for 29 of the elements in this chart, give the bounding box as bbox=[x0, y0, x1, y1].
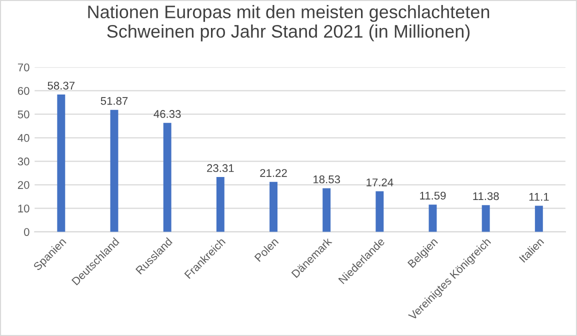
data-label: 18.53 bbox=[314, 175, 340, 184]
y-tick-label: 40 bbox=[18, 134, 30, 142]
bar bbox=[482, 205, 490, 232]
data-label: 17.24 bbox=[366, 178, 394, 186]
bar bbox=[216, 177, 224, 232]
y-tick-label: 60 bbox=[18, 86, 30, 95]
data-label: 11.59 bbox=[420, 192, 446, 200]
bar bbox=[163, 122, 172, 232]
chart-title: Nationen Europas mit den meisten geschlachteten Schweinen pro Jahr Stand 2021 (in Millionen) bbox=[88, 5, 490, 42]
bar bbox=[322, 188, 331, 232]
bar bbox=[270, 182, 278, 232]
data-label: 51.87 bbox=[100, 97, 128, 105]
bar bbox=[110, 110, 118, 232]
data-label: 23.31 bbox=[207, 164, 234, 172]
bar bbox=[57, 94, 66, 232]
data-label: 21.22 bbox=[260, 169, 287, 177]
data-label: 11.1 bbox=[529, 193, 549, 201]
data-label: 11.38 bbox=[473, 192, 499, 200]
y-tick-label: 50 bbox=[18, 110, 30, 118]
data-label: 46.33 bbox=[154, 110, 181, 118]
y-tick-label: 10 bbox=[18, 204, 30, 212]
y-tick-label: 70 bbox=[18, 63, 30, 72]
bar bbox=[376, 191, 384, 232]
bar bbox=[534, 206, 543, 232]
y-tick-label: 30 bbox=[18, 158, 30, 166]
y-tick-label: 20 bbox=[18, 181, 30, 189]
bar bbox=[428, 204, 437, 232]
y-tick-label: 0 bbox=[24, 228, 30, 236]
data-label: 58.37 bbox=[48, 82, 75, 90]
